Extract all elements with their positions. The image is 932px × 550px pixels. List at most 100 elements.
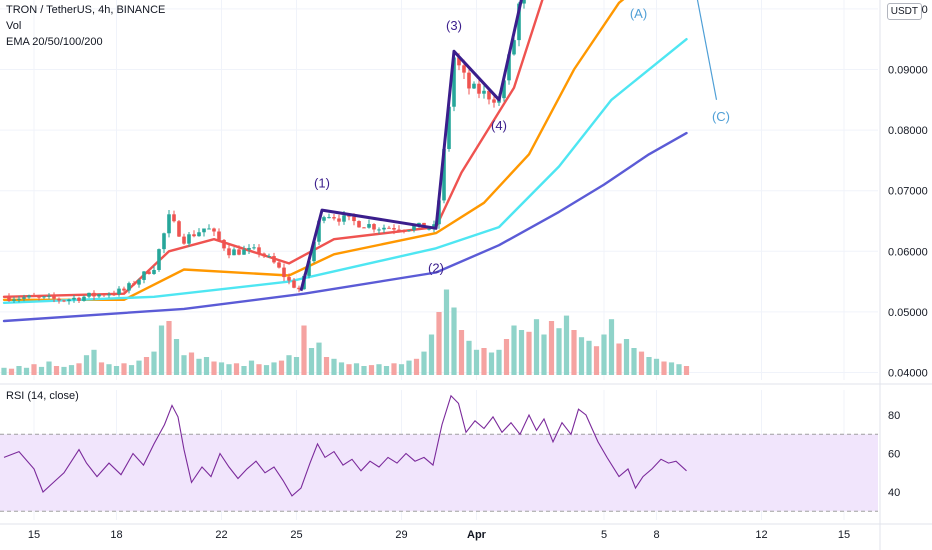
volume-bar	[383, 366, 390, 375]
candle-body	[107, 294, 111, 296]
volume-bar	[248, 360, 255, 375]
candle-body	[427, 228, 431, 230]
elliott-wave-labels: (1)(2)(3)(4)(5)(A)(B)(C)	[314, 6, 730, 276]
candle-body	[247, 247, 251, 250]
candle-body	[127, 283, 131, 291]
candle-body	[272, 256, 276, 263]
elliott-wave-lines	[299, 0, 718, 292]
candle-body	[372, 224, 376, 230]
rsi-band	[0, 434, 878, 512]
volume-bar	[46, 361, 52, 375]
candle-body	[297, 287, 301, 290]
ema-lines	[2, 0, 688, 323]
wave-label: (2)	[428, 261, 444, 276]
candle-body	[27, 295, 31, 298]
candle-body	[382, 227, 386, 230]
volume-bar	[286, 355, 292, 375]
candle-body	[67, 299, 71, 302]
corrective-wave-line	[696, 0, 718, 100]
volume-bar	[646, 357, 652, 375]
volume-bars	[1, 289, 690, 375]
volume-bar	[458, 330, 465, 375]
volume-bar	[571, 330, 577, 375]
volume-bar	[226, 364, 232, 375]
ema-legend[interactable]: EMA 20/50/100/200	[6, 36, 103, 48]
price-axis[interactable]: 0.04000 0.05000 0.06000 0.07000 0.08000 0.090…	[879, 0, 928, 550]
candle-body	[117, 288, 121, 295]
volume-bar	[398, 364, 405, 375]
rsi-legend[interactable]: RSI (14, close)	[6, 390, 79, 402]
candle-body	[92, 292, 96, 297]
candle-body	[307, 261, 311, 276]
candle-body	[442, 148, 446, 201]
candle-body	[197, 232, 201, 237]
candle-body	[87, 292, 91, 297]
candle-body	[227, 248, 231, 256]
volume-bar	[8, 368, 15, 375]
candle-body	[252, 247, 256, 249]
candle-body	[172, 214, 176, 222]
candle-body	[217, 231, 221, 240]
candle-body	[452, 57, 456, 107]
volume-bar	[533, 319, 540, 375]
time-axis[interactable]: 15 18 22 25 29 Apr 5 8 12 15	[28, 529, 850, 541]
price-tick: 0.08000	[888, 125, 928, 137]
candle-body	[222, 239, 226, 249]
candle-body	[267, 256, 271, 258]
volume-bar	[518, 330, 525, 375]
volume-bar	[676, 364, 682, 375]
volume-bar	[548, 321, 555, 375]
candle-body	[212, 228, 216, 232]
volume-bar	[361, 366, 367, 375]
rsi-tick: 40	[888, 487, 900, 499]
candle-body	[282, 267, 286, 278]
volume-bar	[136, 360, 142, 375]
candle-body	[242, 249, 246, 255]
currency-button[interactable]: USDT	[886, 3, 922, 20]
volume-bar	[391, 363, 397, 375]
candle-body	[152, 269, 156, 274]
volume-bar	[91, 349, 97, 375]
rsi-line	[3, 394, 687, 497]
volume-bar	[623, 339, 630, 375]
candle-body	[287, 277, 291, 281]
candle-body	[142, 271, 146, 280]
candle-body	[132, 283, 136, 285]
volume-bar	[83, 355, 90, 375]
candle-body	[327, 217, 331, 219]
volume-bar	[653, 358, 660, 375]
candle-body	[457, 57, 461, 66]
volume-legend[interactable]: Vol	[6, 20, 22, 32]
price-tick: 0.05000	[888, 307, 928, 319]
candle-body	[482, 90, 486, 94]
volume-bar	[143, 357, 150, 375]
volume-bar	[203, 357, 210, 375]
candle-body	[492, 99, 496, 103]
volume-bar	[406, 360, 412, 375]
volume-bar	[256, 364, 262, 375]
volume-bar	[481, 348, 487, 375]
wave-label: (A)	[630, 6, 647, 21]
volume-bar	[608, 319, 615, 375]
rsi-pane: 40 60 80	[0, 394, 900, 512]
chart-title[interactable]: TRON / TetherUS, 4h, BINANCE	[6, 4, 166, 16]
candle-body	[22, 297, 26, 299]
volume-bar	[38, 366, 45, 375]
candle-body	[177, 221, 181, 237]
candle-body	[187, 234, 191, 244]
volume-bar	[631, 348, 637, 375]
volume-bar	[233, 363, 240, 375]
time-tick: 15	[28, 529, 40, 541]
wave-label: (4)	[491, 118, 507, 133]
candle-body	[202, 228, 206, 233]
volume-bar	[158, 325, 165, 375]
candle-body	[367, 224, 371, 228]
candle-body	[332, 217, 336, 219]
wave-label: (3)	[446, 18, 462, 33]
volume-bar	[511, 325, 517, 375]
candles	[7, 0, 526, 305]
volume-bar	[601, 334, 607, 375]
volume-bar	[661, 361, 667, 375]
candle-body	[472, 83, 476, 89]
